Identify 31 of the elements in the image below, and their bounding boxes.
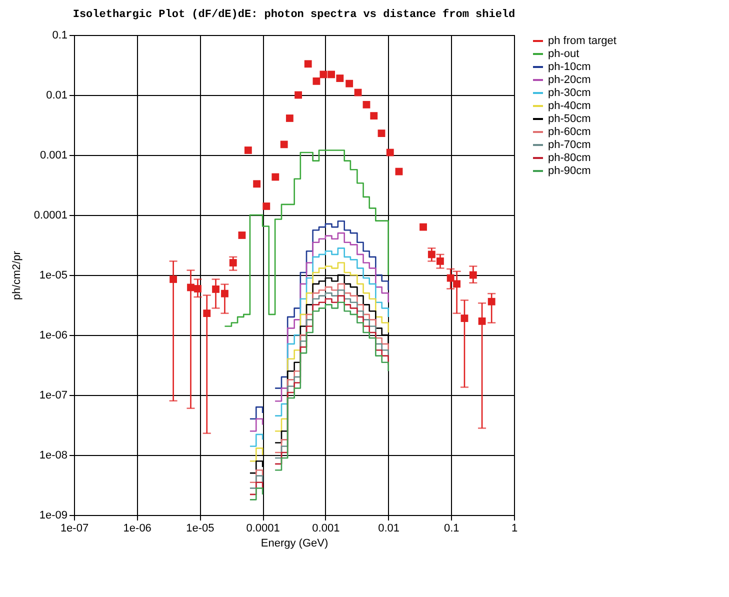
x-tick-label: 1e-07 — [60, 522, 89, 534]
y-tick-label: 0.0001 — [34, 210, 68, 222]
y-tick-label: 1e-08 — [39, 450, 68, 462]
y-tick-label: 0.1 — [52, 30, 68, 42]
y-tick-label: 1e-07 — [39, 390, 68, 402]
legend-label: ph-20cm — [548, 74, 591, 86]
x-tick-label: 0.1 — [444, 522, 460, 534]
x-tick-label: 1 — [511, 522, 518, 534]
x-tick-label: 0.01 — [378, 522, 400, 534]
legend-label: ph-50cm — [548, 113, 591, 125]
x-axis-title: Energy (GeV) — [260, 538, 328, 550]
y-tick-label: 1e-05 — [39, 270, 68, 282]
x-tick-label: 1e-06 — [123, 522, 152, 534]
x-tick-label: 1e-05 — [186, 522, 214, 534]
legend-label: ph-30cm — [548, 87, 591, 99]
legend-label: ph-10cm — [548, 61, 591, 73]
x-tick-label: 0.001 — [312, 522, 340, 534]
legend-label: ph-40cm — [548, 100, 591, 112]
x-tick-label: 0.0001 — [246, 522, 280, 534]
y-tick-label: 1e-09 — [39, 510, 68, 522]
legend-label: ph-80cm — [548, 152, 591, 164]
chart-title: Isolethargic Plot (dF/dE)dE: photon spectra vs distance from shield — [72, 8, 516, 21]
y-tick-label: 1e-06 — [39, 330, 68, 342]
legend-label: ph from target — [548, 35, 616, 47]
legend-label: ph-out — [548, 48, 580, 60]
legend-label: ph-60cm — [548, 126, 591, 138]
y-tick-label: 0.001 — [40, 150, 68, 162]
y-axis-title: ph/cm2/pr — [10, 250, 23, 300]
legend-label: ph-70cm — [548, 139, 591, 151]
legend-label: ph-90cm — [548, 165, 591, 177]
y-tick-label: 0.01 — [46, 90, 68, 102]
